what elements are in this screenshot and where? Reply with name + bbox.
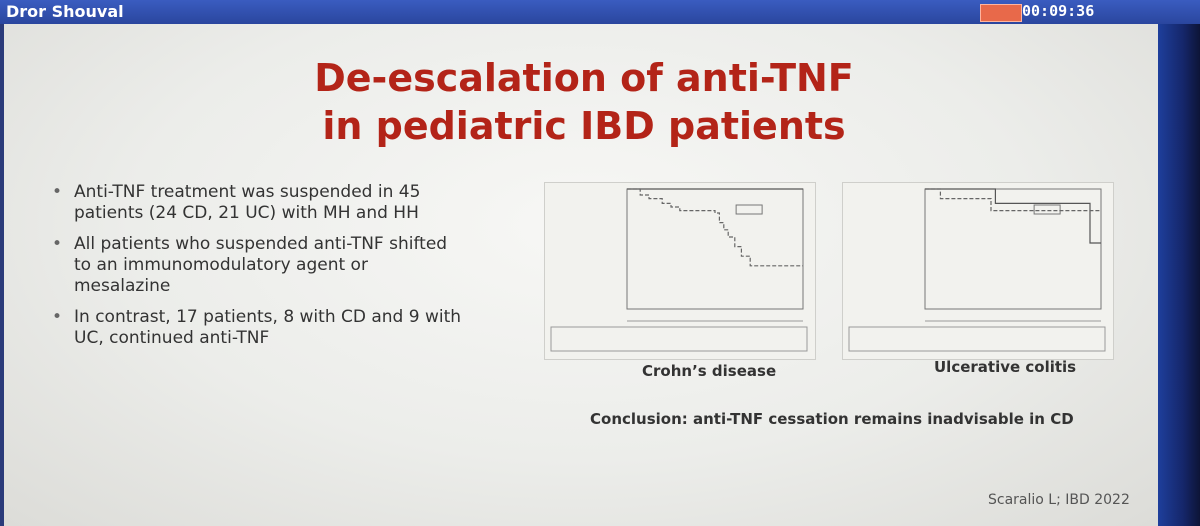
p-value-box [735,204,763,215]
km-plot-crohns [550,188,808,352]
conclusion-text: Conclusion: anti-TNF cessation remains i… [590,410,1074,428]
bullet-icon: • [52,182,63,202]
screen-left-edge [0,24,4,526]
crohns-caption: Crohn’s disease [642,362,777,380]
bullet-icon: • [52,307,63,327]
bullet-text: All patients who suspended anti-TNF shif… [74,234,448,296]
risk-table [550,326,808,352]
bullet-item: • All patients who suspended anti-TNF sh… [44,234,464,297]
km-series-line [925,188,1101,244]
presentation-slide: De-escalation of anti-TNF in pediatric I… [4,24,1158,526]
session-timer: 00:09:36 [1022,2,1095,20]
bullet-item: • Anti-TNF treatment was suspended in 45… [44,182,464,224]
bullet-text: Anti-TNF treatment was suspended in 45 p… [74,182,421,223]
km-series-line [925,188,1101,212]
plot-frame [924,188,1102,310]
slide-title-line-2: in pediatric IBD patients [322,104,846,148]
risk-table [848,326,1106,352]
bullet-icon: • [52,234,63,254]
presenter-name: Dror Shouval [6,2,124,21]
uc-caption: Ulcerative colitis [934,358,1077,376]
plot-frame [626,188,804,310]
citation-text: Scaralio L; IBD 2022 [988,492,1130,508]
presenter-bar: Dror Shouval 00:09:36 [0,0,1200,25]
screen-right-edge [1158,24,1200,526]
slide-title-line-1: De-escalation of anti-TNF [314,56,854,100]
slide-title: De-escalation of anti-TNF in pediatric I… [184,54,984,150]
bullet-item: • In contrast, 17 patients, 8 with CD an… [44,307,464,349]
bullet-list: • Anti-TNF treatment was suspended in 45… [44,182,464,359]
p-value-box [1033,204,1061,215]
bullet-text: In contrast, 17 patients, 8 with CD and … [74,307,462,348]
km-series-line [627,188,803,267]
km-plot-uc [848,188,1106,352]
km-curve-uc [842,182,1114,360]
km-curve-crohns [544,182,816,360]
recording-indicator [980,4,1022,22]
